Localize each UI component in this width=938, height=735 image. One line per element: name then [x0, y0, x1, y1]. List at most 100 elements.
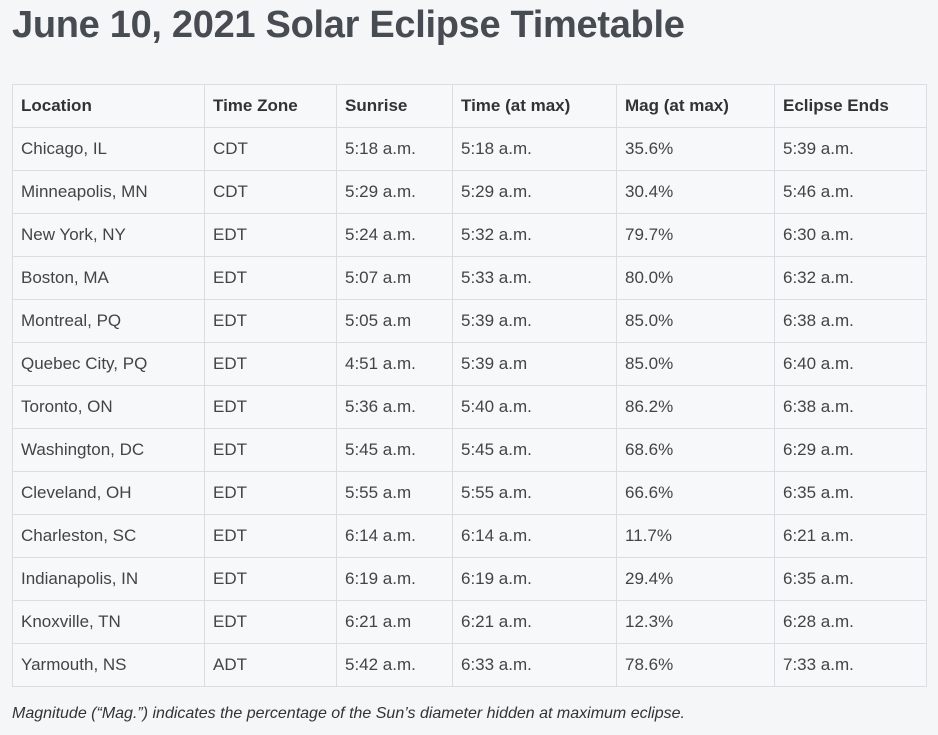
table-cell: 5:33 a.m.	[452, 256, 617, 300]
table-row: Montreal, PQ EDT 5:05 a.m 5:39 a.m. 85.0% 6:3…	[12, 299, 927, 343]
table-row: Boston, MA EDT 5:07 a.m 5:33 a.m. 80.0% 6:32 …	[12, 256, 927, 300]
table-cell: CDT	[204, 170, 337, 214]
eclipse-table: Location Time Zone Sunrise Time (at max) Mag…	[12, 84, 927, 687]
table-cell: 6:19 a.m.	[336, 557, 453, 601]
table-cell: Charleston, SC	[12, 514, 205, 558]
table-cell: 6:21 a.m.	[774, 514, 927, 558]
table-cell: 5:18 a.m.	[336, 127, 453, 171]
table-cell: 6:28 a.m.	[774, 600, 927, 644]
table-cell: 6:30 a.m.	[774, 213, 927, 257]
table-row: Yarmouth, NS ADT 5:42 a.m. 6:33 a.m. 78.6% 7:…	[12, 643, 927, 687]
page-title: June 10, 2021 Solar Eclipse Timetable	[12, 4, 685, 46]
table-cell: 85.0%	[616, 299, 775, 343]
table-row: Charleston, SC EDT 6:14 a.m. 6:14 a.m. 11.7%…	[12, 514, 927, 558]
table-cell: 30.4%	[616, 170, 775, 214]
table-cell: EDT	[204, 600, 337, 644]
table-cell: 5:46 a.m.	[774, 170, 927, 214]
table-row: Toronto, ON EDT 5:36 a.m. 5:40 a.m. 86.2% 6:3…	[12, 385, 927, 429]
table-cell: 5:45 a.m.	[452, 428, 617, 472]
table-cell: 5:55 a.m.	[452, 471, 617, 515]
table-cell: 5:39 a.m	[452, 342, 617, 386]
table-cell: Washington, DC	[12, 428, 205, 472]
table-cell: 5:39 a.m.	[774, 127, 927, 171]
table-cell: 78.6%	[616, 643, 775, 687]
table-cell: New York, NY	[12, 213, 205, 257]
table-cell: Chicago, IL	[12, 127, 205, 171]
table-cell: 85.0%	[616, 342, 775, 386]
table-cell: Quebec City, PQ	[12, 342, 205, 386]
table-cell: EDT	[204, 342, 337, 386]
table-cell: CDT	[204, 127, 337, 171]
table-cell: 79.7%	[616, 213, 775, 257]
table-cell: Yarmouth, NS	[12, 643, 205, 687]
table-cell: Knoxville, TN	[12, 600, 205, 644]
table-cell: 6:14 a.m.	[452, 514, 617, 558]
table-row: Cleveland, OH EDT 5:55 a.m 5:55 a.m. 66.6% 6:…	[12, 471, 927, 515]
table-cell: EDT	[204, 299, 337, 343]
table-cell: 5:07 a.m	[336, 256, 453, 300]
header-row: Location Time Zone Sunrise Time (at max) Mag…	[12, 84, 927, 128]
table-cell: Cleveland, OH	[12, 471, 205, 515]
table-cell: Montreal, PQ	[12, 299, 205, 343]
table-cell: 7:33 a.m.	[774, 643, 927, 687]
table-cell: ADT	[204, 643, 337, 687]
column-header: Eclipse Ends	[774, 84, 927, 128]
table-row: Knoxville, TN EDT 6:21 a.m 6:21 a.m. 12.3% 6:…	[12, 600, 927, 644]
table-cell: EDT	[204, 514, 337, 558]
table-cell: EDT	[204, 385, 337, 429]
table-cell: 68.6%	[616, 428, 775, 472]
table-cell: 5:18 a.m.	[452, 127, 617, 171]
caption: Magnitude (“Mag.”) indicates the percent…	[12, 705, 685, 722]
table-cell: 5:40 a.m.	[452, 385, 617, 429]
table-cell: 5:39 a.m.	[452, 299, 617, 343]
table-cell: 4:51 a.m.	[336, 342, 453, 386]
column-header: Time (at max)	[452, 84, 617, 128]
table-cell: 35.6%	[616, 127, 775, 171]
table-cell: EDT	[204, 471, 337, 515]
table-cell: 6:21 a.m.	[452, 600, 617, 644]
column-header: Mag (at max)	[616, 84, 775, 128]
table-cell: 6:38 a.m.	[774, 385, 927, 429]
table-row: New York, NY EDT 5:24 a.m. 5:32 a.m. 79.7% 6:…	[12, 213, 927, 257]
table-cell: 5:05 a.m	[336, 299, 453, 343]
table-cell: 12.3%	[616, 600, 775, 644]
table-cell: 5:42 a.m.	[336, 643, 453, 687]
table-cell: 86.2%	[616, 385, 775, 429]
table-cell: 80.0%	[616, 256, 775, 300]
table-cell: 6:14 a.m.	[336, 514, 453, 558]
table-cell: Indianapolis, IN	[12, 557, 205, 601]
table-cell: Boston, MA	[12, 256, 205, 300]
table-row: Chicago, IL CDT 5:18 a.m. 5:18 a.m. 35.6% 5:3…	[12, 127, 927, 171]
table-cell: EDT	[204, 428, 337, 472]
table-cell: 66.6%	[616, 471, 775, 515]
table-cell: 5:24 a.m.	[336, 213, 453, 257]
column-header: Location	[12, 84, 205, 128]
table-cell: 6:29 a.m.	[774, 428, 927, 472]
table-cell: 5:55 a.m	[336, 471, 453, 515]
table-cell: Toronto, ON	[12, 385, 205, 429]
table-cell: 6:32 a.m.	[774, 256, 927, 300]
table-cell: Minneapolis, MN	[12, 170, 205, 214]
table-cell: 6:35 a.m.	[774, 557, 927, 601]
table-cell: 5:29 a.m.	[336, 170, 453, 214]
table-cell: 6:35 a.m.	[774, 471, 927, 515]
table-cell: 5:45 a.m.	[336, 428, 453, 472]
column-header: Time Zone	[204, 84, 337, 128]
table-cell: 11.7%	[616, 514, 775, 558]
table-cell: 6:40 a.m.	[774, 342, 927, 386]
table-cell: 6:19 a.m.	[452, 557, 617, 601]
table-cell: 29.4%	[616, 557, 775, 601]
table-cell: 5:32 a.m.	[452, 213, 617, 257]
table-cell: 6:21 a.m	[336, 600, 453, 644]
table-row: Indianapolis, IN EDT 6:19 a.m. 6:19 a.m. 29.…	[12, 557, 927, 601]
table-row: Quebec City, PQ EDT 4:51 a.m. 5:39 a.m 85.0%…	[12, 342, 927, 386]
table-cell: 5:29 a.m.	[452, 170, 617, 214]
table-cell: EDT	[204, 213, 337, 257]
table-cell: EDT	[204, 557, 337, 601]
table-cell: 6:33 a.m.	[452, 643, 617, 687]
table-row: Minneapolis, MN CDT 5:29 a.m. 5:29 a.m. 30.4…	[12, 170, 927, 214]
table-row: Washington, DC EDT 5:45 a.m. 5:45 a.m. 68.6%…	[12, 428, 927, 472]
table-body: Chicago, IL CDT 5:18 a.m. 5:18 a.m. 35.6% 5:3…	[12, 127, 927, 687]
table-cell: 5:36 a.m.	[336, 385, 453, 429]
